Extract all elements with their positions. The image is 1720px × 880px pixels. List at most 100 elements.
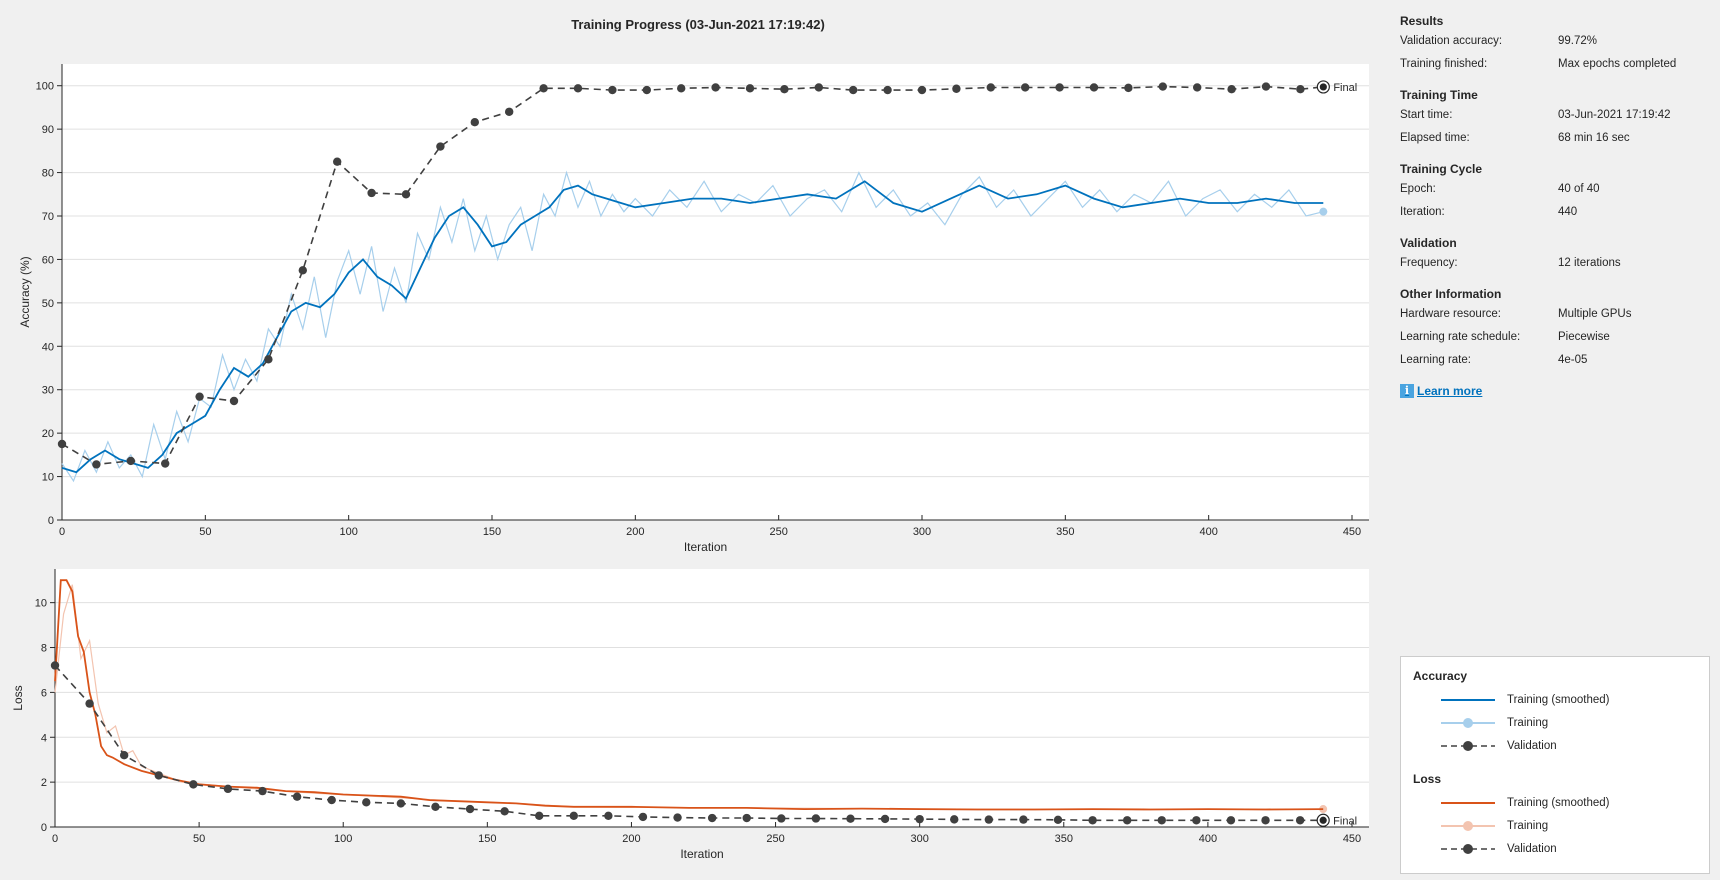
info-row: Epoch: 40 of 40 [1400, 178, 1710, 201]
validation-point [258, 786, 267, 796]
x-tick-label: 250 [769, 526, 787, 538]
legend-swatch [1441, 802, 1495, 804]
validation-point [85, 699, 94, 708]
validation-point [880, 814, 890, 824]
validation-point [298, 266, 307, 275]
x-axis-label: Iteration [680, 847, 723, 861]
info-key: Frequency: [1400, 257, 1458, 269]
legend-entry: Validation [1441, 840, 1557, 858]
validation-point [1088, 816, 1097, 825]
x-tick-label: 150 [478, 833, 496, 845]
validation-point [50, 661, 60, 670]
y-tick-label: 8 [41, 643, 47, 655]
validation-point [161, 459, 170, 468]
x-tick-label: 400 [1199, 526, 1217, 538]
info-value: Multiple GPUs [1558, 308, 1632, 320]
legend-label: Validation [1507, 740, 1557, 752]
validation-point [1020, 83, 1030, 92]
validation-point [780, 84, 789, 94]
validation-point [604, 811, 613, 820]
validation-point [642, 85, 651, 95]
validation-point [500, 807, 509, 816]
final-marker-dot [1319, 816, 1327, 824]
validation-point [1192, 816, 1201, 825]
y-tick-label: 4 [41, 732, 47, 744]
y-tick-label: 50 [42, 298, 54, 310]
info-value: 12 iterations [1558, 257, 1621, 269]
validation-point [229, 396, 239, 406]
validation-point [264, 355, 273, 364]
info-row: Training finished: Max epochs completed [1400, 53, 1710, 76]
legend-label: Training (smoothed) [1507, 694, 1610, 706]
y-tick-label: 70 [42, 211, 54, 223]
learn-more-label[interactable]: Learn more [1417, 384, 1483, 398]
validation-point [401, 190, 411, 199]
section-heading: Other Information [1400, 287, 1502, 301]
x-tick-label: 450 [1343, 833, 1361, 845]
validation-point [638, 812, 648, 822]
legend-swatch [1441, 821, 1495, 831]
legend-label: Training [1507, 717, 1549, 729]
info-value: 440 [1558, 206, 1578, 218]
training-smoothed-series [61, 180, 1324, 474]
legend-entry: Training [1441, 817, 1548, 835]
learn-more-link[interactable]: i Learn more [1400, 382, 1710, 400]
y-tick-label: 40 [42, 341, 54, 353]
info-row: Frequency: 12 iterations [1400, 252, 1710, 275]
legend-entry: Training (smoothed) [1441, 794, 1609, 812]
info-value: Max epochs completed [1558, 58, 1677, 70]
training-smoothed-series [54, 579, 1324, 811]
validation-point [1296, 84, 1305, 94]
y-tick-label: 100 [36, 81, 54, 93]
validation-point [984, 815, 994, 824]
info-value: 4e-05 [1558, 354, 1588, 366]
legend-entry: Validation [1441, 737, 1557, 755]
info-value: 40 of 40 [1558, 183, 1600, 195]
validation-point [1055, 83, 1064, 92]
validation-point [573, 84, 583, 93]
legend-group-title: Loss [1413, 772, 1442, 786]
validation-point [333, 157, 342, 166]
validation-point [505, 107, 514, 116]
validation-point [777, 814, 786, 823]
validation-point [396, 799, 406, 808]
legend-swatch [1441, 741, 1495, 751]
validation-point [608, 85, 617, 95]
validation-point [569, 811, 578, 820]
validation-point [1053, 815, 1063, 825]
validation-point [92, 460, 101, 469]
validation-point [1157, 816, 1166, 825]
validation-point [986, 83, 995, 92]
legend-label: Validation [1507, 843, 1557, 855]
loss-axes-background [55, 569, 1369, 827]
validation-point [154, 771, 163, 780]
x-tick-label: 150 [483, 526, 501, 538]
validation-point [327, 795, 336, 805]
y-tick-label: 20 [42, 428, 54, 440]
validation-point [915, 814, 924, 824]
validation-point [1193, 83, 1202, 92]
final-marker-dot [1319, 83, 1327, 91]
training-raw-series [54, 584, 1324, 811]
validation-point [436, 142, 445, 151]
validation-series [54, 664, 1324, 822]
validation-point [950, 815, 959, 824]
section-heading: Training Cycle [1400, 162, 1483, 176]
section-heading: Training Time [1400, 88, 1478, 102]
validation-series [61, 85, 1324, 466]
validation-point [883, 85, 892, 95]
validation-point [362, 798, 371, 807]
legend-panel: Accuracy Training (smoothed) Training Valid… [1400, 656, 1710, 874]
validation-point [707, 813, 717, 823]
validation-point [126, 456, 135, 466]
info-key: Learning rate: [1400, 354, 1471, 366]
validation-point [952, 84, 961, 93]
validation-point [677, 84, 686, 93]
info-key: Epoch: [1400, 183, 1436, 195]
info-row: Start time: 03-Jun-2021 17:19:42 [1400, 104, 1710, 127]
validation-point [1261, 82, 1271, 91]
x-axis-label: Iteration [684, 540, 727, 554]
training-final-point [1319, 207, 1328, 216]
info-row: Iteration: 440 [1400, 201, 1710, 224]
legend-swatch [1441, 844, 1495, 854]
